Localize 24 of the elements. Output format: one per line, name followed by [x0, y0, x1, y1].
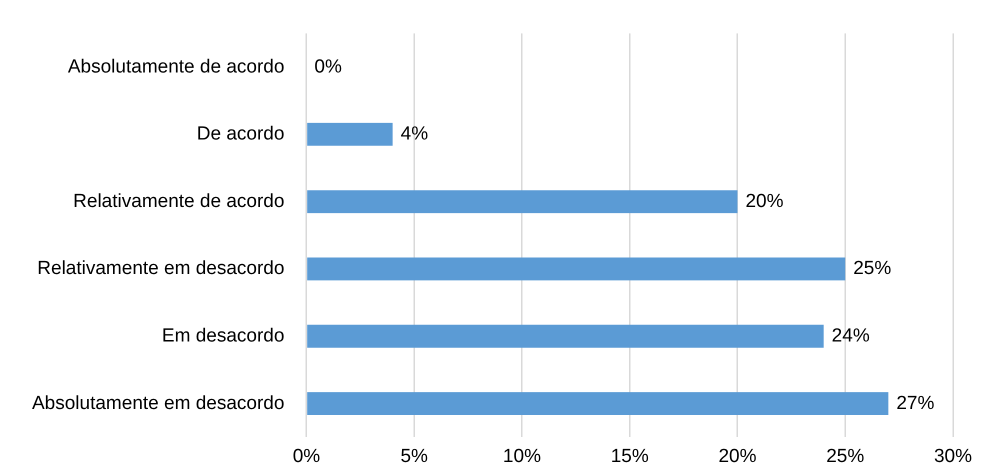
data-label: 25%: [853, 258, 892, 280]
y-tick-label: Relativamente de acordo: [73, 190, 284, 212]
x-tick-label: 0%: [292, 446, 320, 467]
x-tick-label: 20%: [718, 446, 757, 467]
bar: [307, 258, 846, 280]
y-tick-label: De acordo: [196, 124, 284, 145]
bar: [307, 122, 393, 146]
data-label: 24%: [832, 325, 870, 346]
x-tick-label: 10%: [502, 446, 542, 467]
y-tick-label: Em desacordo: [162, 325, 284, 346]
x-tick-label: 15%: [610, 446, 649, 467]
bar: [307, 190, 738, 214]
data-label: 0%: [314, 56, 342, 78]
data-label: 27%: [896, 392, 934, 414]
x-tick-label: 30%: [934, 446, 972, 467]
bar: [307, 392, 888, 415]
x-tick-label: 25%: [826, 446, 864, 467]
bar: [307, 324, 824, 348]
x-tick-label: 5%: [400, 446, 428, 467]
data-label: 20%: [745, 190, 784, 212]
y-tick-label: Absolutamente de acordo: [68, 56, 284, 78]
y-tick-label: Absolutamente em desacordo: [32, 392, 284, 414]
y-tick-label: Relativamente em desacordo: [37, 258, 284, 280]
data-label: 4%: [400, 124, 428, 145]
